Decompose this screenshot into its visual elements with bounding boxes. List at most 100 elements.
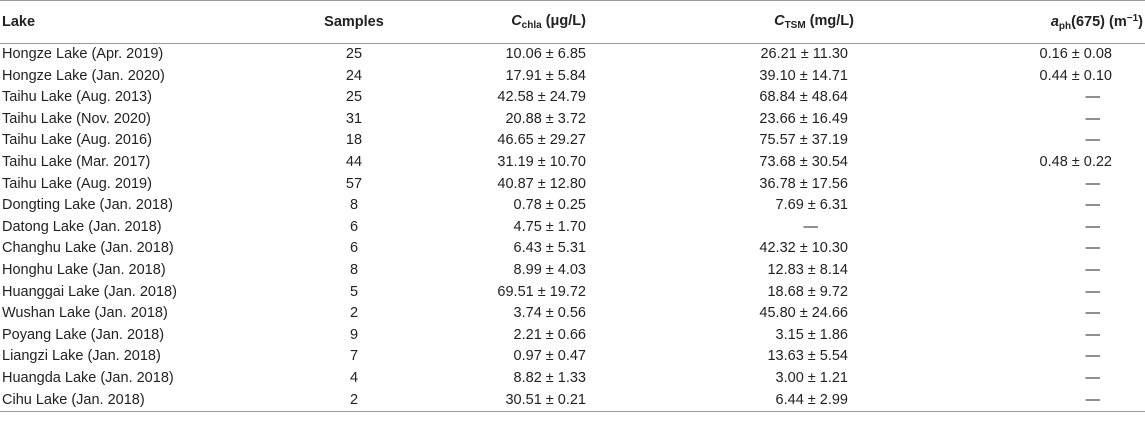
- cell-chla: 6.43 ± 5.31: [513, 240, 586, 257]
- cell-lake: Hongze Lake (Jan. 2020): [2, 67, 165, 84]
- cell-tsm: 3.00 ± 1.21: [775, 369, 848, 386]
- cell-lake: Dongting Lake (Jan. 2018): [2, 197, 173, 214]
- cell-aph: —: [1085, 132, 1101, 149]
- cell-tsm: 42.32 ± 10.30: [759, 240, 848, 257]
- table-row: Dongting Lake (Jan. 2018) 8 0.78 ± 0.25 7.6…: [0, 195, 1145, 217]
- cell-tsm: 7.69 ± 6.31: [775, 197, 848, 214]
- cell-lake: Taihu Lake (Aug. 2013): [2, 89, 152, 106]
- cell-samples: 18: [345, 132, 363, 149]
- cell-lake: Hongze Lake (Apr. 2019): [2, 46, 164, 62]
- cell-samples: 5: [349, 283, 359, 300]
- cell-chla: 30.51 ± 0.21: [464, 389, 700, 413]
- cell-samples: 8: [349, 261, 359, 278]
- table-row: Taihu Lake (Aug. 2013) 25 42.58 ± 24.79 68.…: [0, 87, 1145, 109]
- table-row: Hongze Lake (Jan. 2020) 24 17.91 ± 5.84 39.…: [0, 66, 1145, 88]
- cell-samples: 44: [345, 153, 363, 170]
- cell-samples: 2: [268, 389, 464, 413]
- cell-tsm: 36.78 ± 17.56: [759, 175, 848, 192]
- header-row: Lake Samples Cchla (μg/L) CTSM (mg/L) ap…: [0, 0, 1145, 44]
- cell-chla: 10.06 ± 6.85: [505, 46, 586, 62]
- cell-chla: 2.21 ± 0.66: [513, 326, 586, 343]
- cell-lake: Huanggai Lake (Jan. 2018): [2, 283, 177, 300]
- cell-chla: 42.58 ± 24.79: [497, 89, 586, 106]
- cell-samples: 4: [349, 369, 359, 386]
- table-row: Datong Lake (Jan. 2018) 6 4.75 ± 1.70 — —: [0, 217, 1145, 239]
- header-lake: Lake: [0, 0, 268, 44]
- cell-aph: —: [1085, 218, 1101, 235]
- cell-lake: Taihu Lake (Aug. 2019): [2, 175, 152, 192]
- cell-chla: 31.19 ± 10.70: [497, 153, 586, 170]
- cell-lake: Wushan Lake (Jan. 2018): [2, 305, 168, 322]
- cell-samples: 7: [349, 348, 359, 365]
- table-header: Lake Samples Cchla (μg/L) CTSM (mg/L) ap…: [0, 0, 1145, 44]
- cell-tsm: 12.83 ± 8.14: [767, 261, 848, 278]
- cell-aph: —: [1085, 240, 1101, 257]
- cell-chla: 69.51 ± 19.72: [497, 283, 586, 300]
- table-row: Taihu Lake (Aug. 2019) 57 40.87 ± 12.80 36.…: [0, 174, 1145, 196]
- cell-lake: Liangzi Lake (Jan. 2018): [2, 348, 161, 365]
- cell-aph: —: [968, 389, 1145, 413]
- table-row: Honghu Lake (Jan. 2018) 8 8.99 ± 4.03 12.83…: [0, 260, 1145, 282]
- cell-chla: 0.78 ± 0.25: [513, 197, 586, 214]
- cell-tsm: 18.68 ± 9.72: [767, 283, 848, 300]
- cell-aph: —: [1085, 305, 1101, 322]
- cell-lake: Poyang Lake (Jan. 2018): [2, 326, 165, 343]
- cell-samples: 9: [349, 326, 359, 343]
- cell-chla: 46.65 ± 29.27: [497, 132, 586, 149]
- cell-aph: —: [1085, 369, 1101, 386]
- table-row: Changhu Lake (Jan. 2018) 6 6.43 ± 5.31 42.3…: [0, 238, 1145, 260]
- table-row: Poyang Lake (Jan. 2018) 9 2.21 ± 0.66 3.15 …: [0, 325, 1145, 347]
- table-row: Hongze Lake (Apr. 2019) 25 10.06 ± 6.85 26.…: [0, 44, 1145, 66]
- cell-tsm: 23.66 ± 16.49: [759, 110, 848, 127]
- cell-aph: —: [1085, 348, 1101, 365]
- cell-lake: Cihu Lake (Jan. 2018): [0, 389, 268, 413]
- cell-aph: —: [1085, 283, 1101, 300]
- cell-chla: 8.82 ± 1.33: [513, 369, 586, 386]
- cell-tsm: 3.15 ± 1.86: [775, 326, 848, 343]
- cell-samples: 24: [345, 67, 363, 84]
- cell-samples: 57: [345, 175, 363, 192]
- cell-tsm: 45.80 ± 24.66: [759, 305, 848, 322]
- header-aph: aph(675) (m−1): [968, 0, 1145, 44]
- cell-samples: 2: [349, 305, 359, 322]
- table-row: Liangzi Lake (Jan. 2018) 7 0.97 ± 0.47 13.6…: [0, 346, 1145, 368]
- cell-aph: —: [1085, 89, 1101, 106]
- cell-lake: Changhu Lake (Jan. 2018): [2, 240, 174, 257]
- cell-lake: Taihu Lake (Nov. 2020): [2, 110, 151, 127]
- cell-chla: 4.75 ± 1.70: [513, 218, 586, 235]
- table-row: Cihu Lake (Jan. 2018) 2 30.51 ± 0.21 6.44 ±…: [0, 389, 1145, 413]
- cell-tsm: 26.21 ± 11.30: [760, 46, 848, 62]
- cell-tsm: —: [803, 218, 819, 235]
- cell-chla: 40.87 ± 12.80: [497, 175, 586, 192]
- header-samples: Samples: [268, 0, 464, 44]
- cell-aph: 0.48 ± 0.22: [1039, 153, 1112, 170]
- header-tsm: CTSM (mg/L): [700, 0, 968, 44]
- lake-statistics-table: Lake Samples Cchla (μg/L) CTSM (mg/L) ap…: [0, 0, 1145, 413]
- table-row: Wushan Lake (Jan. 2018) 2 3.74 ± 0.56 45.80…: [0, 303, 1145, 325]
- cell-samples: 25: [345, 89, 363, 106]
- cell-aph: —: [1085, 110, 1101, 127]
- cell-chla: 0.97 ± 0.47: [513, 348, 586, 365]
- cell-lake: Datong Lake (Jan. 2018): [2, 218, 162, 235]
- cell-lake: Huangda Lake (Jan. 2018): [2, 369, 174, 386]
- cell-tsm: 39.10 ± 14.71: [759, 67, 848, 84]
- header-chla: Cchla (μg/L): [464, 0, 700, 44]
- cell-tsm: 68.84 ± 48.64: [759, 89, 848, 106]
- cell-lake: Honghu Lake (Jan. 2018): [2, 261, 166, 278]
- cell-samples: 25: [345, 46, 363, 62]
- cell-aph: —: [1085, 261, 1101, 278]
- cell-tsm: 75.57 ± 37.19: [759, 132, 848, 149]
- cell-lake: Taihu Lake (Mar. 2017): [2, 153, 151, 170]
- cell-samples: 8: [349, 197, 359, 214]
- cell-samples: 31: [345, 110, 363, 127]
- cell-samples: 6: [349, 240, 359, 257]
- cell-chla: 17.91 ± 5.84: [505, 67, 586, 84]
- table-row: Taihu Lake (Aug. 2016) 18 46.65 ± 29.27 75.…: [0, 130, 1145, 152]
- cell-aph: 0.44 ± 0.10: [1039, 67, 1112, 84]
- table-row: Huangda Lake (Jan. 2018) 4 8.82 ± 1.33 3.00…: [0, 368, 1145, 390]
- table-row: Taihu Lake (Mar. 2017) 44 31.19 ± 10.70 73.…: [0, 152, 1145, 174]
- cell-aph: —: [1085, 197, 1101, 214]
- table-row: Huanggai Lake (Jan. 2018) 5 69.51 ± 19.72 1…: [0, 282, 1145, 304]
- cell-aph: —: [1085, 326, 1101, 343]
